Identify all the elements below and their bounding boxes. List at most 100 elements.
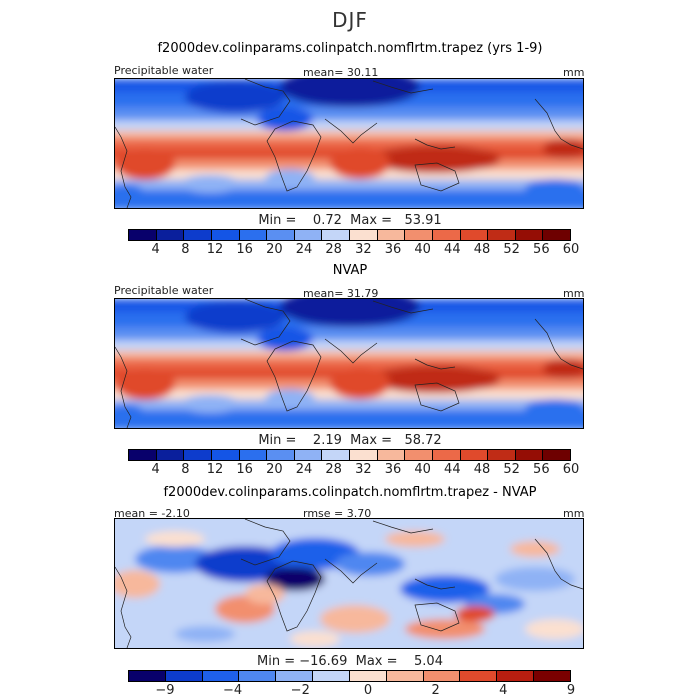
colorbar-swatch xyxy=(267,230,295,240)
colorbar-swatch xyxy=(423,671,461,681)
colorbar-swatch xyxy=(386,671,424,681)
colorbar-tick-label: 12 xyxy=(206,462,224,477)
colorbar-swatch xyxy=(156,230,185,240)
panel-3-minmax: Min = −16.69 Max = 5.04 xyxy=(257,654,443,669)
colorbar-tick-label: 44 xyxy=(444,462,461,477)
colorbar-tick-label: 52 xyxy=(503,462,520,477)
colorbar-swatch xyxy=(515,230,544,240)
panel-1-mean-label: mean= 30.11 xyxy=(303,66,379,79)
colorbar-tick-label: 12 xyxy=(206,242,224,257)
colorbar-swatch xyxy=(184,450,212,460)
panel-1-map xyxy=(114,78,584,209)
colorbar-tick-label: −9 xyxy=(155,683,175,698)
panel-2-title: NVAP xyxy=(332,263,368,278)
panel-1-colorbar-ticks: 4 8 12 16 20 24 28 32 36 40 44 48 52 56 60 xyxy=(128,242,580,258)
colorbar-swatch xyxy=(405,450,433,460)
colorbar-swatch xyxy=(377,230,406,240)
colorbar-tick-label: 24 xyxy=(295,242,313,257)
panel-3-colorbar xyxy=(128,670,571,682)
colorbar-tick-label: 4 xyxy=(499,683,508,698)
colorbar-swatch xyxy=(350,450,378,460)
colorbar-tick-label: 16 xyxy=(236,462,253,477)
colorbar-swatch xyxy=(276,671,314,681)
colorbar-tick-label: 56 xyxy=(533,462,550,477)
colorbar-swatch xyxy=(239,450,268,460)
colorbar-swatch xyxy=(211,450,240,460)
colorbar-swatch xyxy=(497,671,535,681)
panel-3-map xyxy=(114,518,584,649)
colorbar-tick-label: 60 xyxy=(562,462,580,477)
season-title: DJF xyxy=(332,8,368,32)
colorbar-swatch xyxy=(165,671,203,681)
panel-1-units: mm xyxy=(563,66,585,79)
colorbar-tick-label: 0 xyxy=(363,683,373,698)
colorbar-tick-label: 36 xyxy=(384,462,402,477)
colorbar-swatch xyxy=(184,230,212,240)
colorbar-swatch xyxy=(405,230,433,240)
colorbar-tick-label: 48 xyxy=(473,462,491,477)
colorbar-swatch xyxy=(313,671,350,681)
colorbar-swatch xyxy=(322,450,350,460)
colorbar-swatch xyxy=(322,230,350,240)
colorbar-swatch xyxy=(129,671,166,681)
colorbar-swatch xyxy=(432,450,461,460)
colorbar-tick-label: 40 xyxy=(414,462,431,477)
colorbar-swatch xyxy=(350,230,378,240)
colorbar-tick-label: 8 xyxy=(181,242,190,257)
colorbar-swatch xyxy=(156,450,185,460)
colorbar-tick-label: 16 xyxy=(236,242,253,257)
panel-1-minmax: Min = 0.72 Max = 53.91 xyxy=(258,213,442,228)
colorbar-swatch xyxy=(239,671,277,681)
colorbar-swatch xyxy=(267,450,295,460)
colorbar-tick-label: 4 xyxy=(151,242,160,257)
panel-1-variable-label: Precipitable water xyxy=(114,64,214,77)
panel-3-units: mm xyxy=(563,507,585,520)
colorbar-swatch xyxy=(460,230,489,240)
panel-2-units: mm xyxy=(563,287,585,300)
colorbar-swatch xyxy=(543,450,570,460)
colorbar-tick-label: 48 xyxy=(473,242,491,257)
panel-2-minmax: Min = 2.19 Max = 58.72 xyxy=(258,433,442,448)
colorbar-swatch xyxy=(211,230,240,240)
colorbar-tick-label: 28 xyxy=(325,242,342,257)
panel-2-map xyxy=(114,298,584,429)
colorbar-swatch xyxy=(294,230,323,240)
colorbar-tick-label: −2 xyxy=(290,683,310,698)
colorbar-swatch xyxy=(488,450,516,460)
colorbar-swatch xyxy=(460,450,489,460)
panel-2-mean-label: mean= 31.79 xyxy=(303,287,379,300)
colorbar-swatch xyxy=(432,230,461,240)
colorbar-swatch xyxy=(543,230,570,240)
colorbar-swatch xyxy=(239,230,268,240)
colorbar-tick-label: 56 xyxy=(533,242,550,257)
colorbar-tick-label: 36 xyxy=(384,242,402,257)
panel-2-colorbar xyxy=(128,449,571,461)
colorbar-swatch xyxy=(460,671,498,681)
colorbar-tick-label: 32 xyxy=(355,242,372,257)
colorbar-tick-label: −4 xyxy=(223,683,243,698)
panel-3-mean-label: mean = -2.10 xyxy=(114,507,190,520)
colorbar-swatch xyxy=(515,450,544,460)
colorbar-tick-label: 32 xyxy=(355,462,372,477)
colorbar-tick-label: 8 xyxy=(181,462,190,477)
panel-3-title: f2000dev.colinparams.colinpatch.nomflrtm… xyxy=(163,485,537,500)
colorbar-tick-label: 4 xyxy=(151,462,160,477)
colorbar-swatch xyxy=(129,230,157,240)
colorbar-swatch xyxy=(294,450,323,460)
colorbar-tick-label: 28 xyxy=(325,462,342,477)
colorbar-tick-label: 9 xyxy=(566,683,576,698)
colorbar-tick-label: 44 xyxy=(444,242,461,257)
colorbar-swatch xyxy=(202,671,240,681)
colorbar-swatch xyxy=(377,450,406,460)
colorbar-tick-label: 40 xyxy=(414,242,431,257)
colorbar-tick-label: 60 xyxy=(562,242,580,257)
colorbar-swatch xyxy=(488,230,516,240)
panel-3-colorbar-ticks: −9 −4 −2 0 2 4 9 xyxy=(128,683,575,699)
colorbar-tick-label: 52 xyxy=(503,242,520,257)
colorbar-tick-label: 20 xyxy=(266,242,283,257)
colorbar-swatch xyxy=(534,671,570,681)
panel-1-title: f2000dev.colinparams.colinpatch.nomflrtm… xyxy=(157,41,543,56)
panel-2-colorbar-ticks: 4 8 12 16 20 24 28 32 36 40 44 48 52 56 60 xyxy=(128,462,580,478)
panel-2-variable-label: Precipitable water xyxy=(114,284,214,297)
colorbar-tick-label: 24 xyxy=(295,462,313,477)
